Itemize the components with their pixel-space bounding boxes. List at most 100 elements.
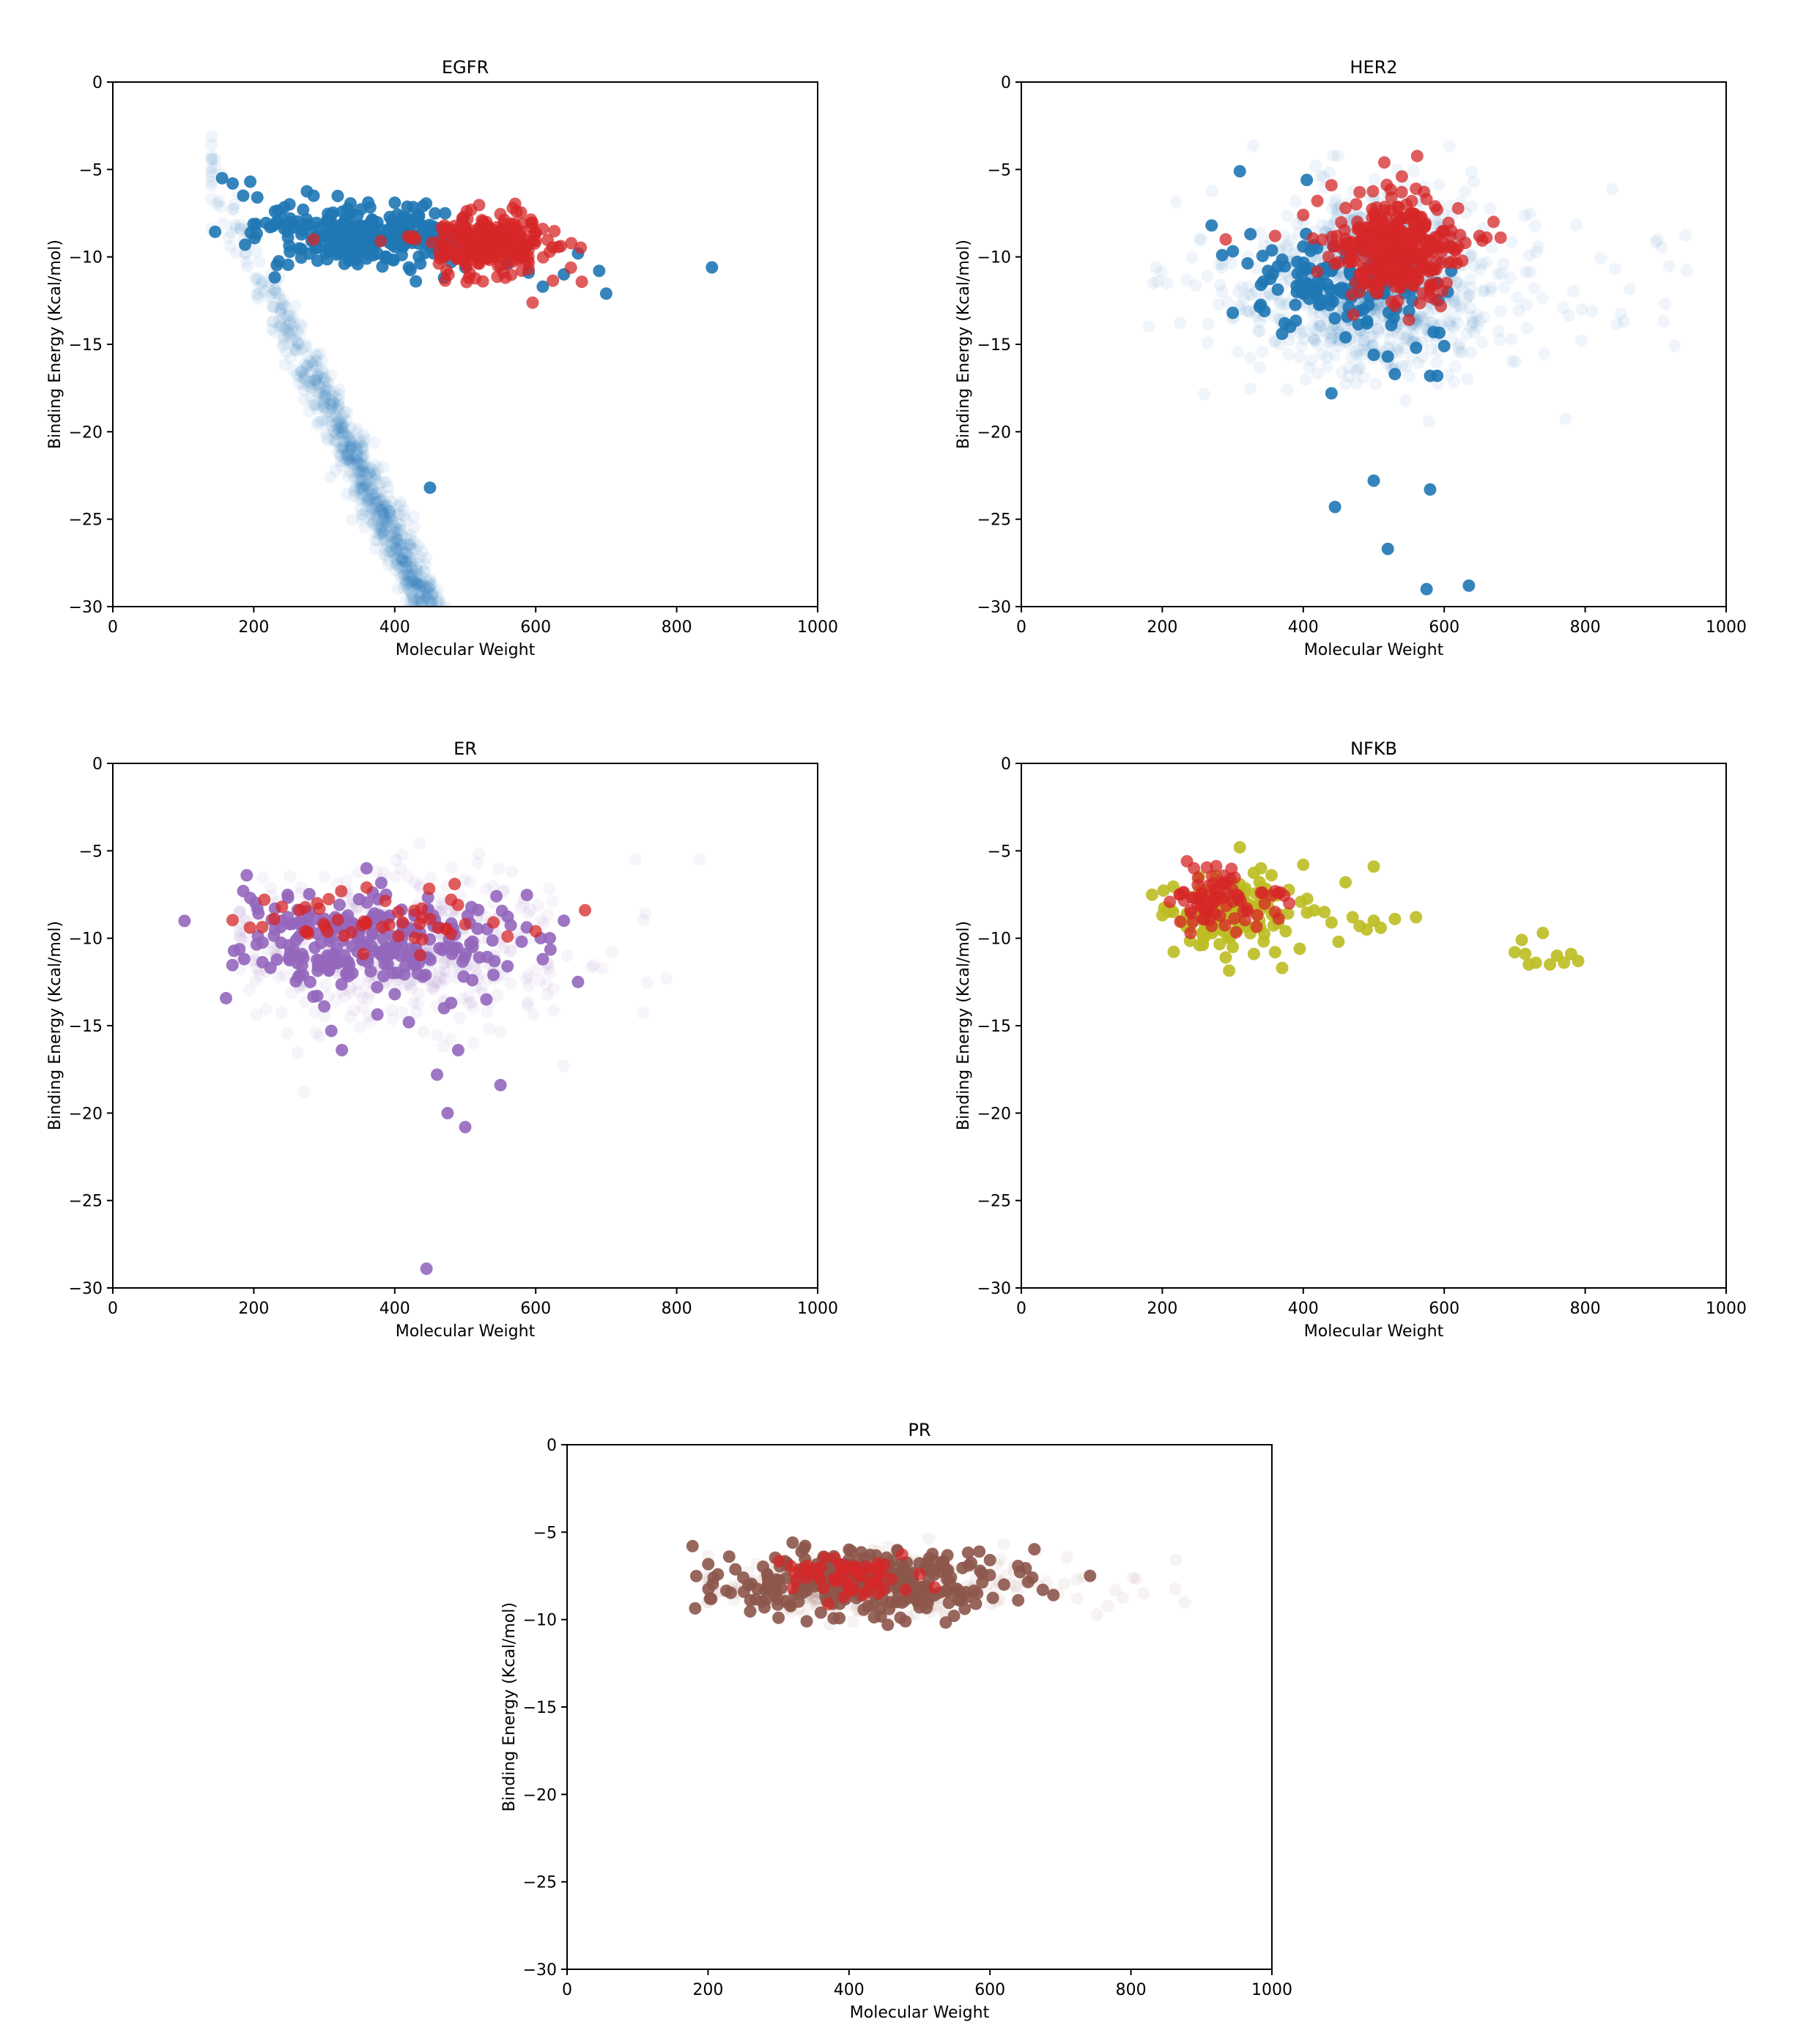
cloud-point <box>323 397 336 410</box>
cloud-point <box>432 592 445 605</box>
cloud-point <box>426 601 439 607</box>
data-point <box>1388 368 1402 381</box>
cloud-point <box>810 1593 823 1606</box>
data-point <box>1382 259 1395 273</box>
cloud-point <box>388 870 401 883</box>
cloud-point <box>379 514 392 527</box>
cloud-point <box>319 389 332 402</box>
cloud-point <box>1244 352 1257 365</box>
cloud-point <box>356 991 369 1004</box>
data-point <box>1395 185 1408 199</box>
cloud-point <box>1474 264 1487 277</box>
cloud-point <box>240 248 253 261</box>
cloud-point <box>468 661 481 673</box>
cloud-point <box>429 613 442 626</box>
cloud-point <box>235 933 248 947</box>
cloud-point <box>1468 259 1481 272</box>
cloud-point <box>401 538 414 552</box>
cloud-point <box>1422 415 1435 428</box>
data-point <box>1328 500 1342 514</box>
data-point <box>371 1008 384 1021</box>
cloud-point <box>1444 319 1457 333</box>
cloud-point <box>356 478 369 491</box>
cloud-point <box>364 508 377 521</box>
cloud-point <box>1353 344 1366 357</box>
cloud-point <box>377 505 390 518</box>
cloud-point <box>291 1046 304 1059</box>
data-point <box>1258 897 1271 911</box>
cloud-point <box>1325 332 1338 345</box>
data-point <box>295 959 308 972</box>
cloud-point <box>325 393 338 407</box>
data-point <box>536 222 549 235</box>
data-point <box>220 992 233 1005</box>
data-point <box>522 262 536 275</box>
cloud-point <box>465 675 478 681</box>
cloud-point <box>370 496 383 509</box>
chart-svg-nfkb: 0 200 400 600 800 10000−5−10−15−20−25−30NFKBM… <box>955 738 1747 1341</box>
cloud-point <box>411 577 424 590</box>
cloud-point <box>389 541 402 555</box>
cloud-point <box>1317 325 1331 338</box>
data-point <box>311 897 324 910</box>
cloud-point <box>1306 319 1319 333</box>
cloud-point <box>298 340 311 353</box>
cloud-point <box>406 543 419 556</box>
cloud-point <box>433 966 446 979</box>
cloud-point <box>1460 327 1473 340</box>
cloud-point <box>308 398 321 411</box>
data-point <box>1350 198 1363 211</box>
x-tick-label: 800 <box>1570 618 1601 637</box>
cloud-point <box>1575 303 1588 316</box>
cloud-point <box>297 358 311 371</box>
cloud-point <box>329 390 342 404</box>
cloud-point <box>418 578 431 591</box>
data-point <box>318 1000 331 1013</box>
cloud-point <box>343 453 356 467</box>
cloud-point <box>396 552 410 565</box>
cloud-point <box>1297 332 1310 345</box>
cloud-point <box>403 555 416 568</box>
y-axis-label: Binding Energy (Kcal/mol) <box>46 921 64 1130</box>
data-point <box>529 925 542 938</box>
cloud-point <box>405 559 418 572</box>
cloud-point <box>438 618 451 631</box>
cloud-point <box>439 608 451 621</box>
data-point <box>486 934 499 947</box>
cloud-point <box>359 504 372 517</box>
cloud-point <box>1383 333 1396 346</box>
cloud-point <box>344 453 357 467</box>
cloud-point <box>1323 337 1336 350</box>
cloud-point <box>333 398 346 411</box>
cloud-point <box>252 292 265 306</box>
cloud-point <box>1194 234 1207 247</box>
data-point <box>1394 281 1407 295</box>
cloud-point <box>365 500 378 514</box>
cloud-point <box>445 956 459 969</box>
cloud-point <box>544 966 557 980</box>
cloud-point <box>414 578 427 591</box>
data-point <box>1268 946 1281 959</box>
cloud-point <box>435 624 448 637</box>
cloud-point <box>306 358 319 371</box>
x-tick-label: 600 <box>1429 1300 1459 1318</box>
cloud-point <box>385 519 399 533</box>
cloud-point <box>1328 196 1341 210</box>
cloud-point <box>352 492 366 506</box>
cloud-point <box>355 473 369 486</box>
data-point <box>250 227 263 240</box>
cloud-point <box>315 399 328 412</box>
data-point <box>317 917 330 930</box>
cloud-point <box>205 161 218 174</box>
cloud-point <box>406 592 419 605</box>
data-point <box>1325 916 1338 929</box>
cloud-point <box>396 848 409 862</box>
cloud-point <box>385 495 398 508</box>
cloud-point <box>336 421 349 434</box>
cloud-point <box>1357 371 1370 384</box>
cloud-point <box>413 610 426 622</box>
data-point <box>448 942 461 955</box>
cloud-point <box>1256 345 1269 358</box>
data-point <box>1487 215 1500 229</box>
cloud-point <box>1456 281 1469 295</box>
